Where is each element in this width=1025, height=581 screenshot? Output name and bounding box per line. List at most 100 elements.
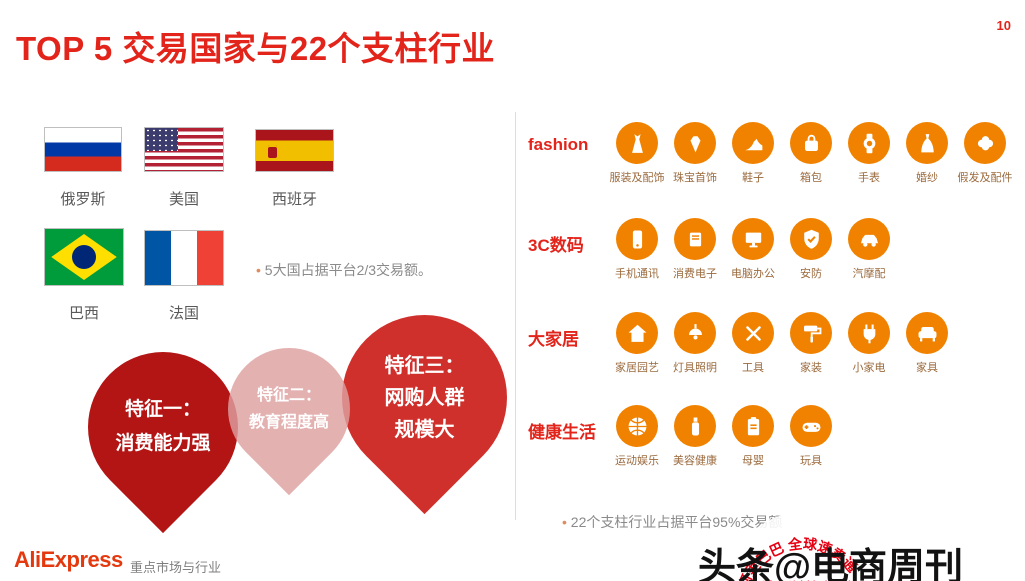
industry-item: 假发及配件 [956,122,1014,185]
industry-item: 工具 [724,312,782,375]
feature-3-label: 特征三： [384,354,465,377]
gem-icon [674,122,716,164]
phone-icon [616,218,658,260]
industry-label: 鞋子 [742,172,764,184]
category-row-fashion: fashion 服装及配饰 珠宝首饰 鞋子 箱包 手表 [528,122,1014,185]
industry-item: 手表 [840,122,898,185]
aliexpress-logo: AliExpress [14,547,123,572]
wig-icon [964,122,1006,164]
watermark-badge: 阿里巴巴 全球速卖通 品牌出海 首选平台 [728,512,878,581]
countries-note: 5大国占据平台2/3交易额。 [256,260,432,280]
country-label-usa: 美国 [168,191,199,208]
sofa-icon [906,312,948,354]
feature-3-desc: 网购人群规模大 [384,386,465,441]
industry-item: 服装及配饰 [608,122,666,185]
tools-icon [732,312,774,354]
car-icon [848,218,890,260]
industry-item: 消费电子 [666,218,724,281]
industry-label: 婚纱 [916,172,938,184]
industry-label: 手机通讯 [615,268,659,280]
category-row-health: 健康生活 运动娱乐 美容健康 母婴 玩具 [528,405,840,468]
bag-icon [790,122,832,164]
paint-roller-icon [790,312,832,354]
industry-label: 工具 [742,362,764,374]
wedding-dress-icon [906,122,948,164]
category-label-3c: 3C数码 [528,236,584,255]
category-row-home: 大家居 家居园艺 灯具照明 工具 家装 小家电 [528,312,956,375]
industry-label: 玩具 [800,455,822,467]
industry-item: 婚纱 [898,122,956,185]
industry-label: 家装 [800,362,822,374]
country-label-brazil: 巴西 [68,305,99,322]
industry-label: 手表 [858,172,880,184]
industry-item: 母婴 [724,405,782,468]
country-label-france: 法国 [168,305,199,322]
dress-icon [616,122,658,164]
industry-item: 小家电 [840,312,898,375]
usa-flag-icon [144,127,224,172]
industry-label: 服装及配饰 [609,172,665,184]
industry-item: 灯具照明 [666,312,724,375]
industry-item: 箱包 [782,122,840,185]
industry-label: 假发及配件 [957,172,1013,184]
industry-label: 汽摩配 [852,268,886,280]
category-label-health: 健康生活 [528,423,596,442]
industry-item: 玩具 [782,405,840,468]
brazil-flag-icon [44,228,124,286]
heel-icon [732,122,774,164]
industry-label: 电脑办公 [731,268,775,280]
industry-label: 运动娱乐 [615,455,659,467]
industry-item: 电脑办公 [724,218,782,281]
feature-pin-2: 特征二： 教育程度高 [202,322,376,496]
spain-flag-icon [255,129,334,172]
category-label-fashion: fashion [528,135,589,154]
industry-item: 运动娱乐 [608,405,666,468]
industry-item: 珠宝首饰 [666,122,724,185]
lamp-icon [674,312,716,354]
industry-label: 安防 [800,268,822,280]
watermark-headline: 头条@电商周刊 [698,547,964,581]
industry-item: 家居园艺 [608,312,666,375]
industry-item: 美容健康 [666,405,724,468]
russia-flag-icon [44,127,122,172]
industry-label: 消费电子 [673,268,717,280]
category-row-3c: 3C数码 手机通讯 消费电子 电脑办公 安防 汽摩配 [528,218,898,281]
industry-item: 鞋子 [724,122,782,185]
feature-1-label: 特征一： [124,398,201,420]
footer-text: 重点市场与行业 [130,560,222,575]
shield-icon [790,218,832,260]
house-icon [616,312,658,354]
monitor-icon [732,218,774,260]
category-label-home: 大家居 [528,330,579,349]
industry-item: 手机通讯 [608,218,666,281]
industry-item: 汽摩配 [840,218,898,281]
industry-item: 家装 [782,312,840,375]
country-label-russia: 俄罗斯 [60,191,106,208]
industry-item: 家具 [898,312,956,375]
industry-label: 箱包 [800,172,822,184]
country-label-spain: 西班牙 [271,191,317,208]
industry-label: 家具 [916,362,938,374]
feature-1-desc: 消费能力强 [115,433,211,454]
feature-2-desc: 教育程度高 [248,414,329,431]
gamepad-icon [790,405,832,447]
industry-label: 母婴 [742,455,764,467]
industry-label: 小家电 [852,362,886,374]
vertical-divider [515,112,516,520]
page-number: 10 [996,18,1011,33]
industry-item: 安防 [782,218,840,281]
beauty-icon [674,405,716,447]
ball-icon [616,405,658,447]
industries-note: 22个支柱行业占据平台95%交易额 [562,512,783,532]
industry-label: 美容健康 [673,455,717,467]
france-flag-icon [144,230,224,286]
feature-2-label: 特征二： [256,386,321,404]
slide-title: TOP 5 交易国家与22个支柱行业 [16,30,496,67]
appliance-icon [848,312,890,354]
industry-label: 珠宝首饰 [673,172,717,184]
electronics-icon [674,218,716,260]
industry-label: 灯具照明 [673,362,717,374]
watch-icon [848,122,890,164]
baby-icon [732,405,774,447]
